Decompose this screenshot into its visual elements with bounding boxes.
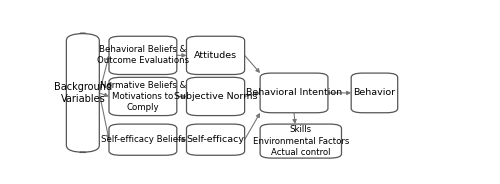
- FancyBboxPatch shape: [186, 77, 244, 116]
- FancyBboxPatch shape: [260, 73, 328, 113]
- FancyBboxPatch shape: [66, 33, 100, 152]
- Text: Skills
Environmental Factors
Actual control: Skills Environmental Factors Actual cont…: [252, 125, 349, 157]
- FancyBboxPatch shape: [109, 77, 177, 116]
- FancyBboxPatch shape: [186, 124, 244, 155]
- Text: Behavior: Behavior: [354, 89, 396, 97]
- FancyBboxPatch shape: [351, 73, 398, 113]
- FancyBboxPatch shape: [186, 36, 244, 75]
- FancyBboxPatch shape: [260, 124, 342, 158]
- Text: Self-efficacy Beliefs: Self-efficacy Beliefs: [100, 135, 186, 144]
- Text: Self-efficacy: Self-efficacy: [186, 135, 244, 144]
- Text: Background
Variables: Background Variables: [54, 82, 112, 104]
- Text: Attitudes: Attitudes: [194, 51, 237, 60]
- Text: Normative Beliefs &
Motivations to
Comply: Normative Beliefs & Motivations to Compl…: [100, 81, 186, 112]
- Text: Behavioral Intention: Behavioral Intention: [246, 89, 342, 97]
- Text: Behavioral Beliefs &
Outcome Evaluations: Behavioral Beliefs & Outcome Evaluations: [97, 45, 189, 66]
- FancyBboxPatch shape: [109, 36, 177, 75]
- Text: Subjective Norms: Subjective Norms: [174, 92, 258, 101]
- FancyBboxPatch shape: [109, 124, 177, 155]
